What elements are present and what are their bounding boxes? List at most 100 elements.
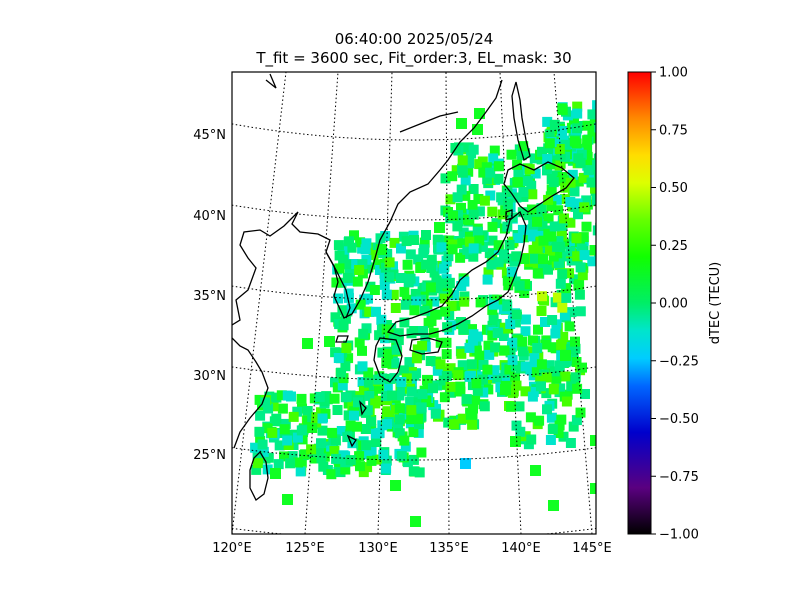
meridian-line xyxy=(377,72,393,534)
dtec-cell xyxy=(352,276,363,287)
dtec-cell xyxy=(556,414,567,425)
dtec-cell xyxy=(358,385,369,396)
dtec-cell xyxy=(536,229,547,240)
dtec-cell xyxy=(546,201,557,212)
dtec-cell xyxy=(398,365,409,376)
dtec-cell xyxy=(282,494,293,505)
colorbar-tick-label: −0.25 xyxy=(659,354,699,369)
dtec-cell xyxy=(527,189,538,200)
dtec-cell xyxy=(531,367,542,378)
dtec-cell xyxy=(541,372,552,383)
dtec-cell xyxy=(400,441,411,452)
dtec-cell xyxy=(499,249,509,260)
dtec-cell xyxy=(292,432,303,443)
dtec-cell xyxy=(334,461,345,471)
meridian-line xyxy=(499,72,522,534)
dtec-cell xyxy=(331,453,342,464)
dtec-cell xyxy=(376,314,387,325)
dtec-cell xyxy=(409,235,419,245)
dtec-cell xyxy=(502,199,513,210)
dtec-cell xyxy=(429,296,440,307)
dtec-cell xyxy=(411,353,422,364)
dtec-cell xyxy=(507,337,518,348)
dtec-cell xyxy=(277,403,288,414)
dtec-cell xyxy=(406,328,417,339)
dtec-cell xyxy=(474,159,485,170)
dtec-cell xyxy=(352,421,362,432)
dtec-cell xyxy=(527,391,538,402)
dtec-cell xyxy=(389,373,400,384)
dtec-cell xyxy=(338,320,349,331)
dtec-cell xyxy=(512,177,523,188)
dtec-cell xyxy=(577,270,588,281)
dtec-cell xyxy=(566,255,577,266)
dtec-cell xyxy=(330,435,341,446)
dtec-cell xyxy=(561,292,572,303)
dtec-cell xyxy=(554,387,565,398)
dtec-cell xyxy=(396,377,407,387)
dtec-cell xyxy=(440,173,451,184)
dtec-cell xyxy=(554,160,565,171)
dtec-cell xyxy=(425,356,436,366)
dtec-cell xyxy=(473,194,484,204)
dtec-cell xyxy=(332,405,343,415)
dtec-cell xyxy=(520,431,531,442)
dtec-cell xyxy=(363,367,374,378)
dtec-cell xyxy=(409,305,420,316)
dtec-cell xyxy=(285,458,296,469)
dtec-cell xyxy=(439,392,450,403)
dtec-cell xyxy=(279,451,289,462)
dtec-cell xyxy=(336,277,347,288)
dtec-cell xyxy=(538,254,548,265)
dtec-cell xyxy=(545,435,556,445)
dtec-cell xyxy=(341,392,352,403)
dtec-cell xyxy=(445,363,456,374)
dtec-cell xyxy=(341,343,352,353)
dtec-cell xyxy=(457,238,468,249)
dtec-cell xyxy=(364,390,375,401)
dtec-cell xyxy=(490,342,501,353)
dtec-cell xyxy=(461,394,472,405)
lat-label-35: 35°N xyxy=(193,289,226,304)
dtec-cell xyxy=(263,452,274,463)
dtec-cell xyxy=(579,250,590,261)
dtec-cell xyxy=(443,417,454,428)
dtec-cell xyxy=(387,390,398,401)
dtec-cell xyxy=(374,427,385,438)
dtec-cell xyxy=(468,251,479,262)
dtec-cell xyxy=(422,374,432,385)
dtec-cell xyxy=(423,317,434,328)
dtec-cell xyxy=(557,302,568,313)
dtec-cell xyxy=(468,329,479,340)
colorbar-tick-label: 0.00 xyxy=(659,297,688,312)
dtec-cell xyxy=(556,230,567,241)
dtec-cell xyxy=(280,418,291,429)
dtec-cell xyxy=(390,480,401,491)
dtec-cell xyxy=(255,410,266,421)
dtec-cell xyxy=(583,165,594,176)
dtec-cell xyxy=(355,299,366,310)
dtec-cell xyxy=(472,385,483,396)
dtec-cell xyxy=(401,236,412,247)
dtec-cell xyxy=(388,358,399,369)
dtec-cell xyxy=(484,349,495,360)
dtec-cell xyxy=(590,483,596,494)
colorbar-ticks: 1.00 0.75 0.50 0.25 0.00 −0.25 −0.50 −0.75 −1.00 xyxy=(651,66,699,543)
dtec-cell xyxy=(565,438,576,448)
dtec-cell xyxy=(460,458,471,469)
dtec-cell xyxy=(511,380,522,391)
dtec-cell xyxy=(340,457,351,468)
dtec-cell xyxy=(324,336,335,347)
dtec-cell xyxy=(307,423,318,433)
dtec-cell xyxy=(565,246,576,257)
dtec-cell xyxy=(572,251,583,262)
dtec-cell xyxy=(510,372,520,383)
coastline-mainland xyxy=(232,79,503,326)
dtec-cell xyxy=(467,200,478,210)
dtec-cell xyxy=(521,225,532,235)
dtec-cell xyxy=(587,256,596,267)
dtec-cell xyxy=(408,454,419,465)
dtec-cell xyxy=(432,365,443,376)
dtec-cell xyxy=(551,375,562,386)
dtec-cell xyxy=(329,393,340,404)
